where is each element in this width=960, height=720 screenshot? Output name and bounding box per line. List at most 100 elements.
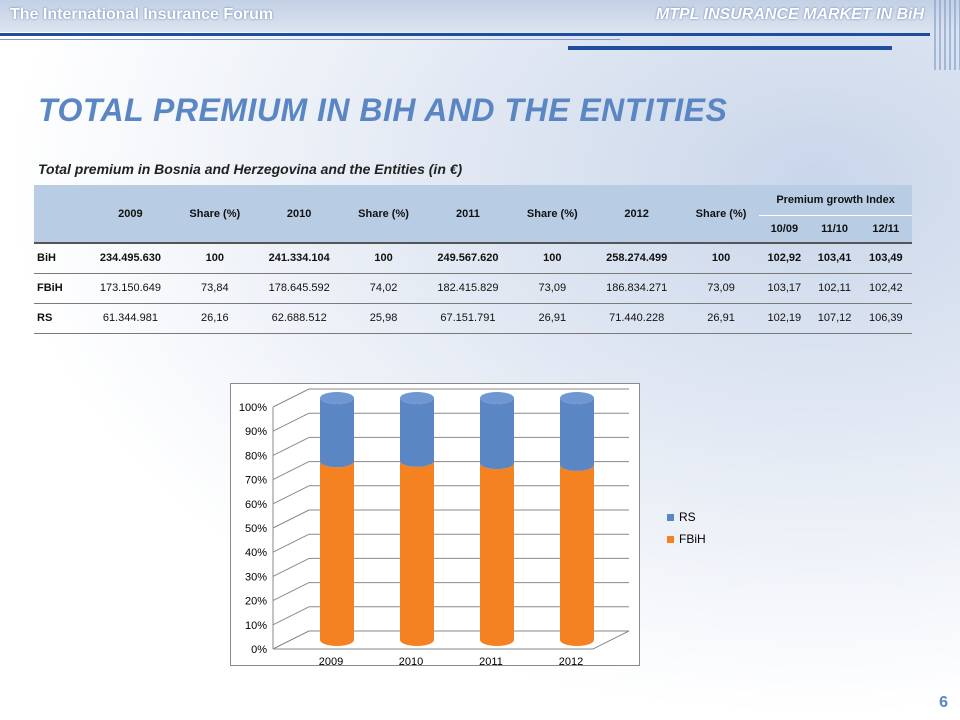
y-tick-label: 10% [245, 620, 267, 632]
bar-fbih-2011 [480, 463, 514, 646]
page-number: 6 [939, 694, 948, 711]
table-cell: 100 [682, 242, 760, 274]
legend-item-fbih: FBiH [667, 528, 706, 550]
col-header: Share (%) [682, 185, 760, 244]
table-cell: 102,19 [759, 303, 810, 334]
gridline-depth [272, 533, 310, 553]
bar-cap-2012 [560, 392, 594, 404]
y-tick-label: 100% [239, 402, 267, 414]
y-tick-label: 40% [245, 547, 267, 559]
table-cell: 73,84 [176, 273, 253, 304]
table-cell: 249.567.620 [421, 242, 515, 274]
gridline-depth [272, 461, 310, 481]
header-bar [0, 0, 960, 32]
legend-swatch [667, 513, 674, 521]
x-tick-label: 2012 [559, 656, 583, 667]
table-cell: 178.645.592 [252, 273, 346, 304]
col-header-blank [34, 185, 85, 244]
row-label: BiH [34, 242, 85, 274]
gridline-depth [272, 557, 310, 577]
bar-fbih-2009 [320, 461, 354, 646]
col-header: 2009 [84, 185, 177, 244]
table-row: FBiH 173.150.649 73,84 178.645.592 74,02… [34, 273, 912, 304]
table-cell: 73,09 [682, 273, 760, 304]
y-tick-label: 60% [245, 499, 267, 511]
chart-legend: RS FBiH [667, 506, 706, 550]
table-row: BiH 234.495.630 100 241.334.104 100 249.… [34, 242, 912, 274]
gridline-depth [272, 582, 310, 602]
gridline-depth [272, 485, 310, 505]
bar-fbih-2012 [560, 464, 594, 646]
table-cell: 26,91 [682, 303, 760, 334]
bar-cap-2011 [480, 392, 514, 404]
col-header: 2012 [590, 185, 683, 244]
premium-table: 2009 Share (%) 2010 Share (%) 2011 Share… [34, 185, 912, 334]
bar-rs-2011 [480, 398, 514, 470]
table-cell: 73,09 [514, 273, 591, 304]
y-tick-label: 70% [245, 475, 267, 487]
forum-name: The International Insurance Forum [10, 6, 274, 23]
table-cell: 241.334.104 [252, 242, 346, 274]
table-cell: 234.495.630 [84, 242, 177, 274]
bar-cap-2010 [400, 392, 434, 404]
table-caption: Total premium in Bosnia and Herzegovina … [38, 161, 463, 177]
table-cell: 74,02 [345, 273, 422, 304]
table-cell: 71.440.228 [590, 303, 683, 334]
table-cell: 26,91 [514, 303, 591, 334]
col-header: 2010 [252, 185, 346, 244]
table-cell: 26,16 [176, 303, 253, 334]
chart-floor [272, 630, 630, 650]
legend-item-rs: RS [667, 506, 706, 528]
table-cell: 100 [345, 242, 422, 274]
chart-canvas: 0% 10% 20% 30% 40% 50% 60% 70% 80% 90% 100% 2009 201… [239, 388, 630, 667]
x-tick-label: 2009 [319, 656, 343, 667]
y-tick-label: 90% [245, 426, 267, 438]
growth-subheader: 11/10 [809, 215, 860, 244]
table-cell: 182.415.829 [421, 273, 515, 304]
bar-rs-2012 [560, 398, 594, 471]
col-header: Share (%) [514, 185, 591, 244]
y-tick-label: 50% [245, 523, 267, 535]
col-header: 2011 [421, 185, 515, 244]
col-header: Share (%) [176, 185, 253, 244]
table-cell: 103,49 [859, 242, 912, 274]
table-cell: 100 [514, 242, 591, 274]
slide-title: TOTAL PREMIUM IN BIH AND THE ENTITIES [38, 92, 728, 128]
legend-label: FBiH [679, 532, 706, 546]
header-rule [0, 33, 930, 36]
table-cell: 62.688.512 [252, 303, 346, 334]
table-cell: 186.834.271 [590, 273, 683, 304]
header-rule-thin [0, 39, 620, 40]
growth-index-header: Premium growth Index [759, 185, 912, 216]
gridline-depth [272, 412, 310, 432]
table-cell: 61.344.981 [84, 303, 177, 334]
table-cell: 107,12 [809, 303, 860, 334]
stacked-bar-chart: 0% 10% 20% 30% 40% 50% 60% 70% 80% 90% 100% 2009 201… [230, 383, 706, 667]
table-cell: 103,17 [759, 273, 810, 304]
table-cell: 102,42 [859, 273, 912, 304]
section-name: MTPL INSURANCE MARKET IN BiH [655, 6, 924, 23]
bar-rs-2009 [320, 398, 354, 468]
table-cell: 100 [176, 242, 253, 274]
growth-subheader: 12/11 [859, 215, 912, 244]
row-label: FBiH [34, 273, 85, 304]
table-cell: 25,98 [345, 303, 422, 334]
gridline-depth [272, 606, 310, 626]
legend-label: RS [679, 510, 696, 524]
row-label: RS [34, 303, 85, 334]
y-tick-label: 30% [245, 571, 267, 583]
legend-swatch [667, 535, 674, 543]
gridline-depth [272, 436, 310, 456]
table-cell: 102,92 [759, 242, 810, 274]
gridline-depth [272, 509, 310, 529]
table-cell: 102,11 [809, 273, 860, 304]
table-cell: 103,41 [809, 242, 860, 274]
table-row: RS 61.344.981 26,16 62.688.512 25,98 67.… [34, 303, 912, 334]
table-cell: 173.150.649 [84, 273, 177, 304]
table-cell: 258.274.499 [590, 242, 683, 274]
col-header: Share (%) [345, 185, 422, 244]
gridline-depth [272, 388, 310, 408]
growth-subheader: 10/09 [759, 215, 810, 244]
decorative-stripes [934, 0, 960, 70]
x-tick-label: 2010 [399, 656, 423, 667]
